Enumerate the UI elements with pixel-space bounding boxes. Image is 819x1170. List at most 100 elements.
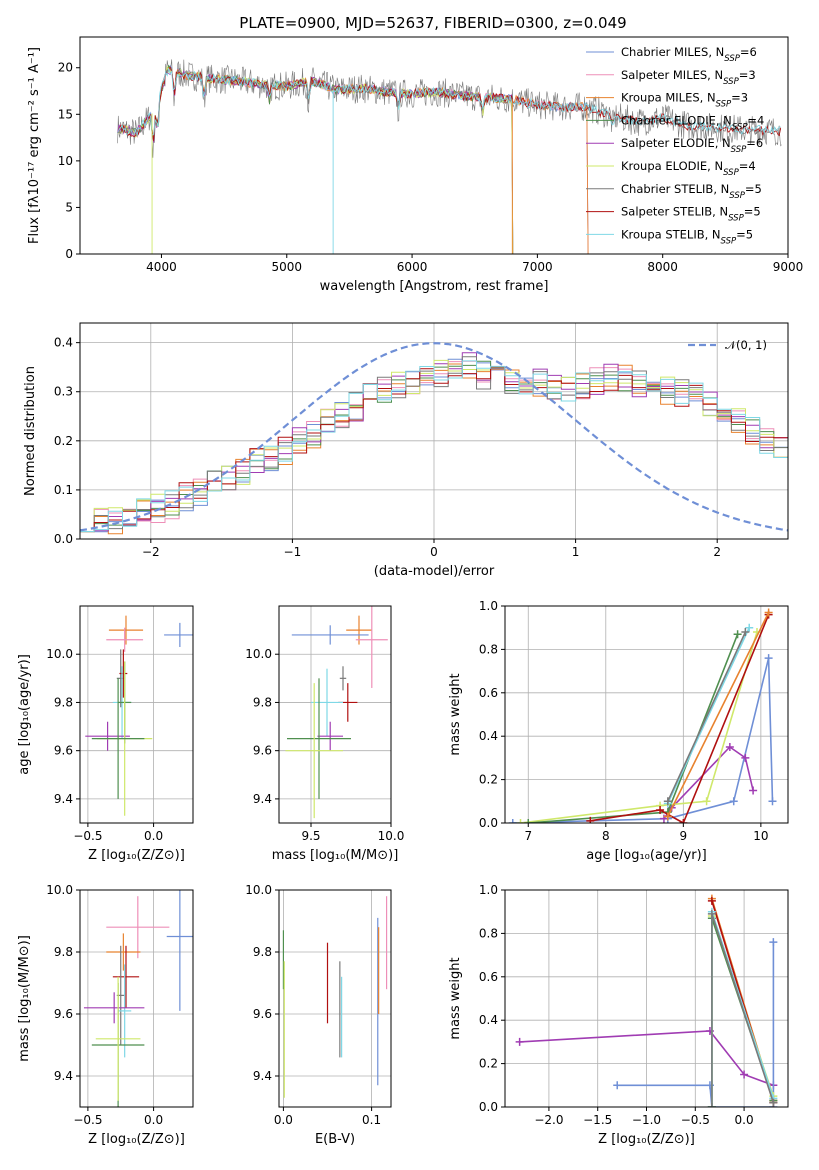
y-tick-label: 10.0 xyxy=(245,647,272,661)
mass-weight-line xyxy=(667,627,750,804)
y-tick-label: 20 xyxy=(58,61,73,75)
x-tick-label: 0.0 xyxy=(144,1113,163,1127)
x-tick-label: 0.0 xyxy=(735,1113,754,1127)
y-tick-label: 9.4 xyxy=(54,792,73,806)
x-tick-label: −1.0 xyxy=(632,1113,661,1127)
mass-weight-marker xyxy=(524,819,533,823)
x-tick-label: 9.5 xyxy=(301,829,320,843)
x-axis-label: mass [log₁₀(M/M⊙)] xyxy=(272,848,399,863)
y-tick-label: 9.6 xyxy=(253,744,272,758)
x-tick-label: 8 xyxy=(602,829,610,843)
legend-label: Kroupa STELIB, NSSP=5 xyxy=(621,227,753,246)
x-tick-label: 7000 xyxy=(522,260,553,274)
x-axis-label: Z [log₁₀(Z/Z⊙)] xyxy=(88,1132,185,1147)
y-axis-label: age [log₁₀(age/yr)] xyxy=(17,654,32,775)
mass-weight-line xyxy=(528,633,739,823)
histogram-step xyxy=(80,352,788,532)
legend-label: Kroupa MILES, NSSP=3 xyxy=(621,91,748,110)
x-tick-label: 0.0 xyxy=(144,829,163,843)
y-tick-label: 0.1 xyxy=(54,483,73,497)
y-tick-label: 10.0 xyxy=(46,883,73,897)
y-axis-label: Flux [fλ10⁻¹⁷ erg cm⁻² s⁻¹ A⁻¹] xyxy=(27,47,42,244)
mass-weight-marker xyxy=(516,819,525,823)
x-axis-label: Z [log₁₀(Z/Z⊙)] xyxy=(88,848,185,863)
mass-weight-marker xyxy=(745,623,754,632)
x-tick-label: −1 xyxy=(284,545,302,559)
x-tick-label: −0.5 xyxy=(73,829,102,843)
y-tick-label: 0.4 xyxy=(479,1013,498,1027)
y-tick-label: 9.4 xyxy=(253,792,272,806)
y-axis-label: Normed distribution xyxy=(23,366,38,496)
y-tick-label: 0.2 xyxy=(479,1057,498,1071)
mass-weight-marker xyxy=(741,628,750,637)
panel-age-vs-Z: −0.5 0.0 9.4 9.6 9.8 10.0 Z [log₁₀(Z/Z⊙)] age [… xyxy=(17,605,194,863)
y-tick-label: 0 xyxy=(65,247,73,261)
mass-weight-marker xyxy=(729,797,738,806)
x-axis-label: age [log₁₀(age/yr)] xyxy=(586,848,707,863)
mass-weight-marker xyxy=(707,1103,716,1107)
panels: 4000 5000 6000 7000 8000 900005101520waveleng… xyxy=(17,36,804,1147)
plot-area xyxy=(117,59,782,254)
panel-age-vs-mass: 9.5 10.0 9.4 9.6 9.8 10.0 mass [log₁₀(M/M⊙)] xyxy=(245,605,405,863)
legend-label: Kroupa ELODIE, NSSP=4 xyxy=(621,159,756,178)
y-tick-label: 0.4 xyxy=(479,729,498,743)
y-axis-label: mass weight xyxy=(448,957,463,1039)
x-tick-label: 0.0 xyxy=(274,1113,293,1127)
y-axis-label: mass [log₁₀(M/M⊙)] xyxy=(17,935,32,1062)
legend-label: Salpeter STELIB, NSSP=5 xyxy=(621,205,761,224)
x-tick-label: 9000 xyxy=(773,260,804,274)
axes-frame xyxy=(79,605,194,824)
x-tick-label: 1 xyxy=(572,545,580,559)
y-tick-label: 9.8 xyxy=(253,945,272,959)
y-tick-label: 0.0 xyxy=(54,532,73,546)
axes-frame xyxy=(79,889,194,1108)
legend-label: 𝒩(0, 1) xyxy=(725,338,767,352)
y-tick-label: 0.0 xyxy=(479,1100,498,1114)
y-tick-label: 0.2 xyxy=(479,773,498,787)
panel-residuals: −2 −1 0 1 2 0.0 0.1 0.2 0.3 0.4 (data-model)/error… xyxy=(23,322,789,579)
mass-weight-line xyxy=(617,942,775,1107)
legend-label: Chabrier STELIB, NSSP=5 xyxy=(621,182,762,201)
x-tick-label: 9 xyxy=(680,829,688,843)
spectrum-model-line xyxy=(117,68,781,136)
plot-area xyxy=(80,342,788,535)
mass-weight-marker xyxy=(741,753,750,762)
y-tick-label: 5 xyxy=(65,200,73,214)
mass-weight-marker xyxy=(679,819,688,823)
x-axis-label: Z [log₁₀(Z/Z⊙)] xyxy=(598,1132,695,1147)
x-tick-label: −2.0 xyxy=(534,1113,563,1127)
panel-spectrum: 4000 5000 6000 7000 8000 9000 0 5 10 15 20 waveleng… xyxy=(27,36,804,294)
panel-mass-vs-EBV: 0.0 0.1 9.4 9.6 9.8 10.0 E(B-V) xyxy=(245,883,392,1147)
y-tick-label: 9.6 xyxy=(54,1007,73,1021)
y-tick-label: 0.4 xyxy=(54,336,73,350)
mass-weight-marker xyxy=(769,1098,778,1107)
y-tick-label: 10.0 xyxy=(46,647,73,661)
legend-label: Chabrier ELODIE, NSSP=4 xyxy=(621,113,764,132)
histogram-step xyxy=(80,360,788,532)
mass-weight-line xyxy=(519,1030,774,1087)
mass-weight-marker xyxy=(764,654,773,663)
x-tick-label: 10.0 xyxy=(378,829,405,843)
mass-weight-marker xyxy=(707,909,716,918)
y-tick-label: 9.8 xyxy=(54,945,73,959)
y-tick-label: 10 xyxy=(58,154,73,168)
y-tick-label: 9.6 xyxy=(54,744,73,758)
y-tick-label: 0.8 xyxy=(479,926,498,940)
mass-weight-marker xyxy=(740,1070,749,1079)
x-tick-label: 7 xyxy=(524,829,532,843)
mass-weight-line xyxy=(667,612,770,817)
y-tick-label: 0.3 xyxy=(54,385,73,399)
axes-frame xyxy=(79,36,789,255)
y-tick-label: 9.4 xyxy=(253,1069,272,1083)
x-axis-label: E(B-V) xyxy=(315,1132,355,1147)
panel-massweight-vs-Z: −2.0 −1.5 −1.0 −0.5 0.0 0.0 0.2 0.4 0.6 0.8 1.0 Z [… xyxy=(448,883,789,1147)
mass-weight-line xyxy=(711,913,775,1107)
y-tick-label: 0.0 xyxy=(479,816,498,830)
x-tick-label: −1.5 xyxy=(583,1113,612,1127)
y-tick-label: 9.4 xyxy=(54,1069,73,1083)
mass-weight-marker xyxy=(769,938,778,947)
y-tick-label: 0.6 xyxy=(479,686,498,700)
y-tick-label: 10.0 xyxy=(245,883,272,897)
mass-weight-marker xyxy=(586,816,595,823)
